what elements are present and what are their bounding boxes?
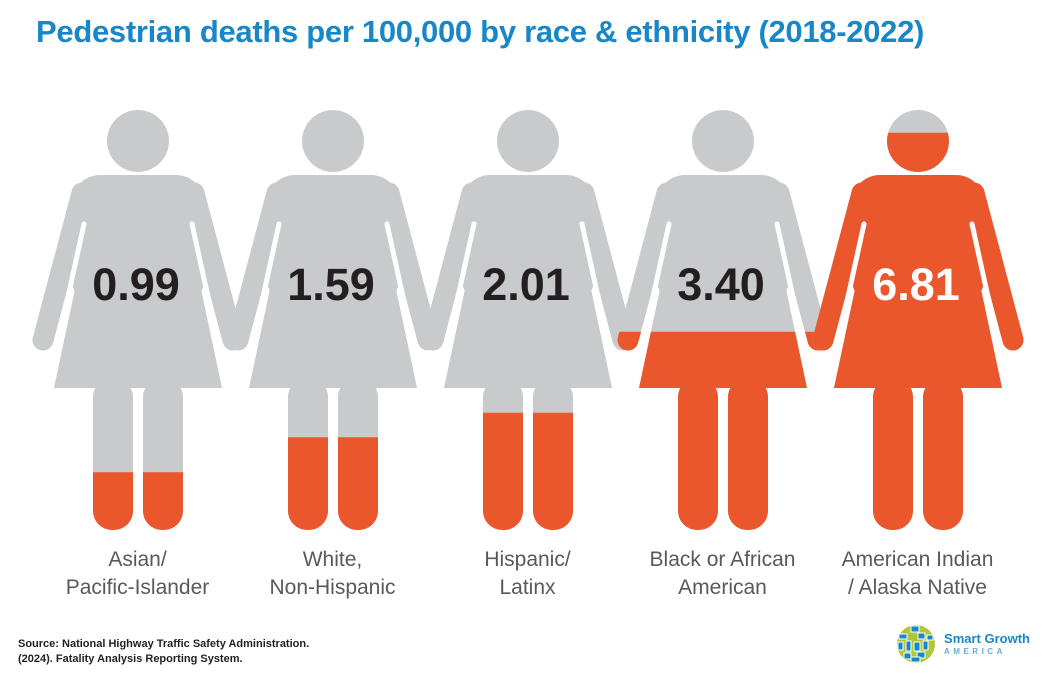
person-icon: 1.59: [227, 110, 438, 530]
pictogram-column: 3.40 Black or African American: [617, 110, 828, 602]
figure-label-line2: Pacific-Islander: [65, 576, 210, 599]
figure-label: American Indian / Alaska Native: [842, 546, 994, 602]
figure-arm-separators: [639, 221, 806, 350]
pictogram-column: 2.01 Hispanic/ Latinx: [422, 110, 633, 602]
figure-base: [32, 110, 243, 530]
figure-label-line1: American Indian: [841, 548, 994, 571]
figure-label: Black or African American: [650, 546, 796, 602]
figure-label-line1: Hispanic/: [484, 548, 571, 571]
figure-value: 1.59: [287, 259, 375, 310]
pictogram-column: 0.99 Asian/ Pacific-Islander: [32, 110, 243, 602]
figure-arm-separators: [54, 221, 221, 350]
logo-name: Smart Growth: [944, 631, 1030, 646]
source-line2: (2024). Fatality Analysis Reporting Syst…: [18, 653, 243, 665]
source-note: Source: National Highway Traffic Safety …: [18, 637, 309, 667]
figure-fill: [812, 132, 1023, 530]
figure-value: 3.40: [677, 259, 765, 310]
figure-base: [422, 110, 633, 530]
sga-logo: Smart Growth AMERICA: [896, 624, 1030, 664]
figure-value: 0.99: [92, 259, 180, 310]
figure-label: Asian/ Pacific-Islander: [66, 546, 210, 602]
pictogram-column: 6.81 American Indian / Alaska Native: [812, 110, 1023, 602]
logo-wordmark-america: AMERICA: [944, 647, 1006, 656]
figure-label: Hispanic/ Latinx: [484, 546, 570, 602]
figure-base: [617, 110, 828, 530]
figure-arm-separators: [249, 221, 416, 350]
figure-fill: [482, 412, 573, 530]
person-icon: 2.01: [422, 110, 633, 530]
figure-label-line2: Non-Hispanic: [269, 576, 396, 599]
figure-value: 2.01: [482, 259, 570, 310]
figure-label-line1: Black or African: [649, 548, 796, 571]
pictogram-column: 1.59 White, Non-Hispanic: [227, 110, 438, 602]
figure-value: 6.81: [872, 259, 960, 310]
figure-label-line1: Asian/: [108, 548, 167, 571]
pictogram-row: 0.99 Asian/ Pacific-Islander 1.59 White,…: [32, 110, 1023, 602]
figure-fill: [287, 437, 378, 530]
figure-arm-separators: [444, 221, 611, 350]
figure-label-line2: / Alaska Native: [848, 576, 987, 599]
figure-fill: [92, 472, 183, 530]
person-icon: 6.81: [812, 110, 1023, 530]
figure-label-line1: White,: [302, 548, 363, 571]
figure-base: [227, 110, 438, 530]
figure-fill: [617, 331, 828, 530]
city-mosaic-circle-icon: [897, 625, 936, 663]
person-icon: 0.99: [32, 110, 243, 530]
figure-label-line2: Latinx: [499, 576, 556, 599]
logo-text: Smart Growth AMERICA: [944, 631, 1030, 657]
person-icon: 3.40: [617, 110, 828, 530]
figure-arm-separators: [834, 221, 1001, 350]
chart-title: Pedestrian deaths per 100,000 by race & …: [36, 14, 925, 49]
figure-label-line2: American: [678, 576, 767, 599]
figure-label: White, Non-Hispanic: [269, 546, 395, 602]
source-line1: Source: National Highway Traffic Safety …: [18, 638, 310, 650]
